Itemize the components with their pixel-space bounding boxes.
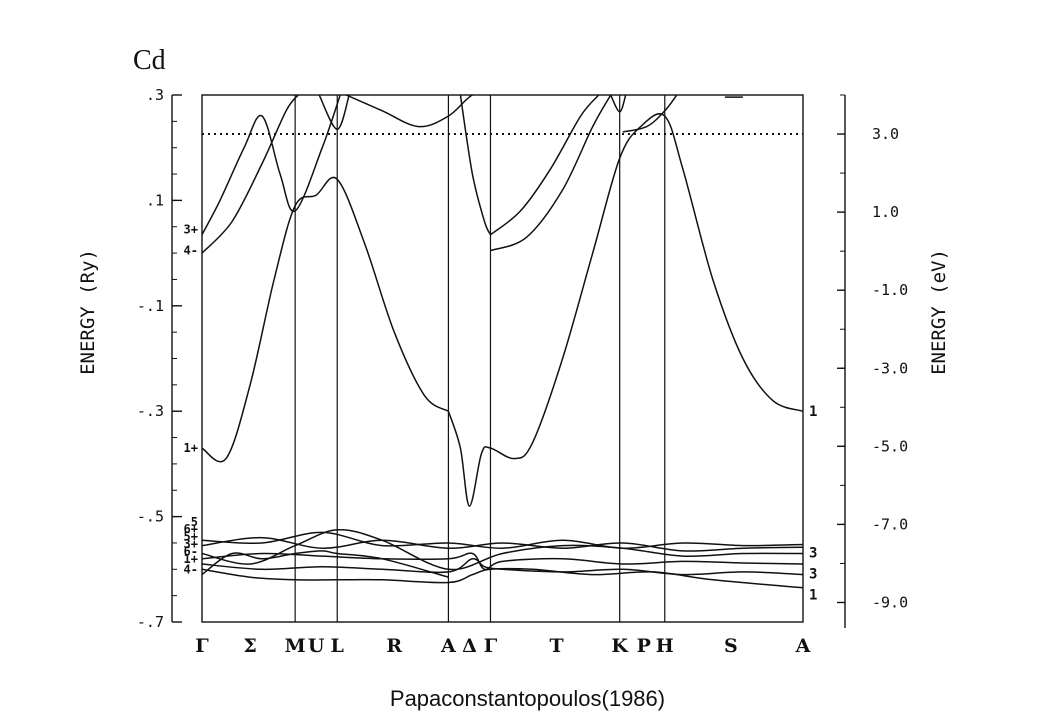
right-tick-label: 1.0: [872, 203, 899, 221]
band-curve: [202, 558, 803, 576]
band-curve: [610, 95, 627, 113]
left-tick-label: .1: [146, 191, 164, 209]
k-point-label: R: [386, 635, 402, 657]
band-curve: [202, 552, 803, 571]
band-curve: [202, 536, 803, 552]
k-point-label: H: [656, 635, 674, 657]
plot-frame: [201, 94, 804, 623]
band-label-left: 6-: [184, 544, 198, 558]
band-curve: [202, 528, 803, 571]
band-label-left: 1+: [184, 552, 198, 566]
band-label-right: 1: [809, 588, 817, 604]
band-curve: [490, 95, 612, 252]
band-label-left: 4-: [184, 562, 198, 576]
band-label-left: 5+: [184, 530, 198, 544]
k-point-label: K: [611, 635, 629, 657]
k-point-label: S: [724, 635, 738, 657]
right-axis-label: ENERGY (eV): [928, 249, 950, 375]
right-tick-label: -9.0: [872, 593, 908, 611]
left-axis-label: ENERGY (Ry): [77, 249, 99, 375]
band-label-left: 5: [191, 515, 198, 529]
k-point-label: M: [285, 635, 306, 657]
band-curve: [490, 95, 600, 236]
left-tick-label: .3: [146, 86, 164, 104]
k-point-label: A: [795, 635, 811, 657]
left-tick-label: -.5: [137, 508, 164, 526]
band-curve: [202, 550, 449, 578]
band-curve: [202, 176, 449, 463]
right-tick-label: -5.0: [872, 437, 908, 455]
right-tick-label: 3.0: [872, 125, 899, 143]
band-curve: [459, 95, 492, 236]
left-tick-label: -.7: [137, 613, 164, 631]
k-point-label: P: [637, 635, 651, 657]
k-point-label: T: [550, 635, 564, 657]
element-label: Cd: [133, 45, 166, 76]
band-curve: [202, 95, 299, 254]
k-point-label: Γ: [195, 635, 209, 657]
band-curve: [345, 95, 491, 128]
right-tick-label: -1.0: [872, 281, 908, 299]
band-label-left: 4-: [184, 243, 198, 257]
band-label-left: 3+: [184, 537, 198, 551]
band-curve: [622, 95, 678, 133]
band-label-left: 3+: [184, 222, 198, 236]
k-point-label: Σ: [243, 635, 256, 657]
k-point-label: L: [331, 635, 344, 657]
band-label-left: 1+: [184, 441, 198, 455]
k-point-label: Δ: [462, 635, 477, 657]
k-point-label: U: [308, 635, 325, 657]
left-tick-label: -.1: [137, 297, 164, 315]
band-curve: [318, 95, 350, 131]
band-label-right: 1: [809, 404, 817, 420]
left-tick-label: -.3: [137, 402, 164, 420]
band-curve: [202, 95, 341, 236]
band-curve: [202, 531, 803, 549]
k-point-label: Γ: [484, 635, 498, 657]
band-curve: [202, 567, 803, 589]
band-label-right: 3: [809, 567, 817, 583]
band-label-right: 3: [809, 545, 817, 561]
right-tick-label: -7.0: [872, 515, 908, 533]
band-label-left: 6+: [184, 522, 198, 536]
k-point-label: A: [440, 635, 456, 657]
figure-caption: Papaconstantopoulos(1986): [389, 686, 666, 711]
band-curve: [447, 113, 803, 507]
right-tick-label: -3.0: [872, 359, 908, 377]
